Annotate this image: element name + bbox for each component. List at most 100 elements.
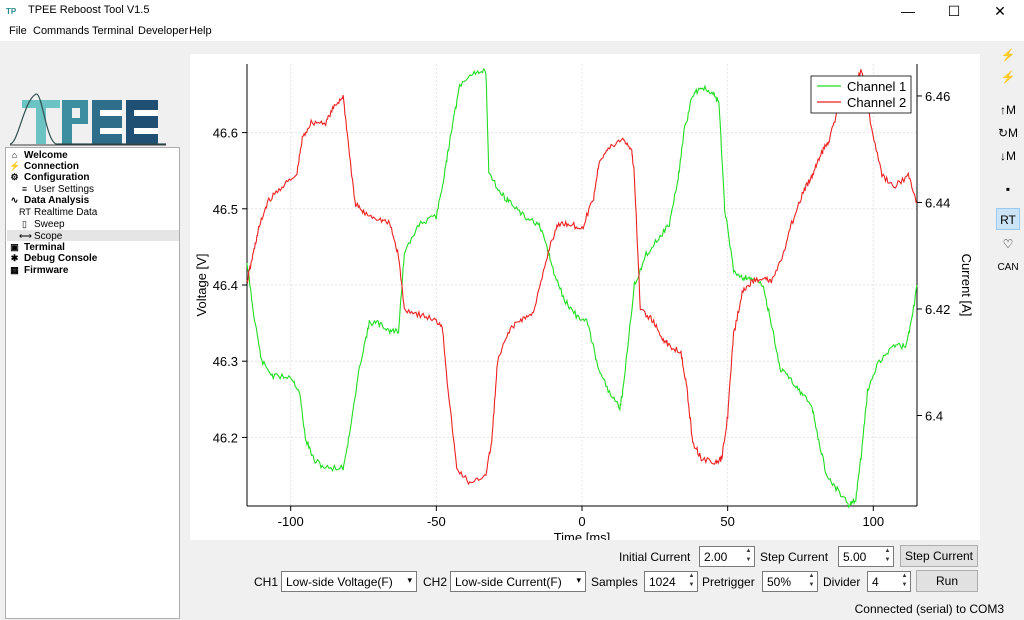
samples-spinbox[interactable]: 1024 ▲ ▼: [644, 571, 698, 592]
tree-item-label: Scope: [34, 231, 63, 242]
step-current-label: Step Current: [760, 550, 829, 564]
samples-label: Samples: [591, 575, 638, 589]
chip-icon: ▦: [10, 265, 19, 275]
menu-commands[interactable]: Commands: [33, 25, 90, 37]
tree-item-label: Configuration: [24, 172, 90, 183]
y2-axis-label: Current [A]: [959, 254, 974, 317]
legend-entry: Channel 1: [847, 79, 906, 94]
plug-icon: ⚡: [9, 161, 21, 171]
tree-item-debug-console[interactable]: ✱ Debug Console: [9, 252, 98, 264]
ch2-label: CH2: [423, 575, 448, 589]
y2-tick-label: 6.46: [925, 89, 950, 104]
y-tick-label: 46.6: [213, 126, 238, 141]
spin-arrows-icon[interactable]: ▲ ▼: [745, 548, 752, 563]
tree-item-data-analysis[interactable]: ∿ Data Analysis: [9, 194, 90, 206]
realtime-icon: RT: [19, 207, 31, 217]
legend-box: [810, 75, 912, 114]
y-tick-label: 46.3: [213, 354, 238, 369]
y2-tick-label: 6.42: [925, 302, 950, 317]
minimize-button[interactable]: —: [901, 3, 915, 19]
heart-icon[interactable]: ♡: [1002, 237, 1014, 251]
chevron-down-icon: ▾: [407, 575, 412, 585]
pretrigger-spinbox[interactable]: 50% ▲ ▼: [762, 571, 818, 592]
spin-arrows-icon[interactable]: ▲ ▼: [884, 548, 891, 563]
step-current-spinbox[interactable]: 5.00 ▲ ▼: [838, 546, 894, 567]
app-logo-icon: TP: [6, 7, 17, 16]
ch2-select[interactable]: Low-side Current(F) ▾: [450, 571, 586, 592]
tree-item-label: Connection: [24, 161, 79, 172]
spin-arrows-icon[interactable]: ▲ ▼: [688, 573, 695, 588]
title-bar: TP TPEE Reboost Tool V1.5 — ☐ ✕: [0, 0, 1024, 23]
initial-current-label: Initial Current: [619, 550, 691, 564]
upload-memory-icon[interactable]: ↑M: [1000, 103, 1016, 117]
tree-item-label: Sweep: [34, 219, 65, 230]
reset-memory-icon[interactable]: ↻M: [997, 126, 1019, 140]
divider-spinbox[interactable]: 4 ▲ ▼: [867, 571, 911, 592]
navigation-tree[interactable]: ⌂ Welcome ⚡ Connection ⚙ Configuration ≡ User S…: [5, 147, 180, 619]
legend-entry: Channel 2: [847, 95, 906, 110]
tree-item-label: Terminal: [24, 242, 65, 253]
samples-value: 1024: [649, 575, 676, 589]
realtime-icon[interactable]: RT: [996, 208, 1020, 230]
menu-help[interactable]: Help: [189, 25, 212, 37]
connect-icon[interactable]: ⚡: [1000, 48, 1016, 62]
close-button[interactable]: ✕: [994, 3, 1006, 19]
tree-item-terminal[interactable]: ▣ Terminal: [9, 241, 65, 253]
tree-item-sweep[interactable]: ▯ Sweep: [19, 218, 65, 230]
tree-item-connection[interactable]: ⚡ Connection: [9, 160, 79, 172]
sliders-icon: ≡: [21, 184, 28, 194]
document-icon: ▯: [22, 219, 27, 229]
terminal-icon: ▣: [10, 242, 19, 252]
ch1-select[interactable]: Low-side Voltage(F) ▾: [281, 571, 417, 592]
bug-icon: ✱: [10, 253, 19, 263]
menu-terminal[interactable]: Terminal: [92, 25, 134, 37]
tree-item-realtime-data[interactable]: RT Realtime Data: [19, 206, 97, 218]
scope-plot[interactable]: -100 -50 0 50 100 46.2 46.3 46.4 46.5 46.6 6.4 6.42…: [190, 54, 980, 540]
y-axis-label: Voltage [V]: [194, 254, 209, 317]
tree-item-label: Firmware: [24, 265, 69, 276]
step-current-value: 5.00: [843, 550, 867, 564]
gear-icon: ⚙: [10, 172, 19, 182]
menu-file[interactable]: File: [9, 25, 27, 37]
series-line-2: [246, 69, 917, 486]
tree-item-welcome[interactable]: ⌂ Welcome: [9, 149, 68, 161]
tree-item-label: Debug Console: [24, 253, 98, 264]
ch1-value: Low-side Voltage(F): [286, 575, 393, 589]
y2-tick-label: 6.44: [925, 195, 950, 210]
can-icon[interactable]: CAN: [997, 262, 1019, 273]
save-icon[interactable]: ▪: [1005, 182, 1011, 196]
spin-arrows-icon[interactable]: ▲ ▼: [901, 573, 908, 588]
x-tick-label: 100: [862, 514, 884, 529]
divider-label: Divider: [823, 575, 861, 589]
y-tick-label: 46.2: [213, 430, 238, 445]
tpee-logo: [9, 93, 166, 146]
y-tick-label: 46.4: [213, 278, 238, 293]
tree-item-label: Realtime Data: [34, 207, 98, 218]
tree-item-label: User Settings: [34, 184, 95, 195]
run-button[interactable]: Run: [916, 570, 978, 592]
tree-item-scope[interactable]: ⟷ Scope: [19, 230, 62, 242]
tree-item-configuration[interactable]: ⚙ Configuration: [9, 171, 90, 183]
window-title: TPEE Reboost Tool V1.5: [28, 4, 150, 16]
disconnect-icon[interactable]: ⚡: [1000, 70, 1016, 84]
tree-item-label: Data Analysis: [24, 195, 90, 206]
initial-current-spinbox[interactable]: 2.00 ▲ ▼: [699, 546, 755, 567]
x-tick-label: 0: [578, 514, 585, 529]
tree-item-user-settings[interactable]: ≡ User Settings: [19, 183, 94, 195]
ch2-value: Low-side Current(F): [455, 575, 562, 589]
pretrigger-value: 50%: [767, 575, 792, 589]
initial-current-value: 2.00: [704, 550, 728, 564]
y-tick-label: 46.5: [213, 202, 238, 217]
pretrigger-label: Pretrigger: [702, 575, 755, 589]
step-current-button[interactable]: Step Current: [900, 545, 978, 567]
tree-selection-highlight: [7, 230, 179, 241]
download-memory-icon[interactable]: ↓M: [1000, 149, 1016, 163]
spin-arrows-icon[interactable]: ▲ ▼: [808, 573, 815, 588]
home-icon: ⌂: [11, 150, 18, 160]
tree-item-firmware[interactable]: ▦ Firmware: [9, 264, 68, 276]
menu-developer[interactable]: Developer: [138, 25, 189, 37]
divider-value: 4: [872, 575, 879, 589]
maximize-button[interactable]: ☐: [947, 3, 961, 19]
chevron-down-icon: ▾: [576, 575, 581, 585]
menu-bar: File Commands Terminal Developer Help: [0, 23, 1024, 41]
